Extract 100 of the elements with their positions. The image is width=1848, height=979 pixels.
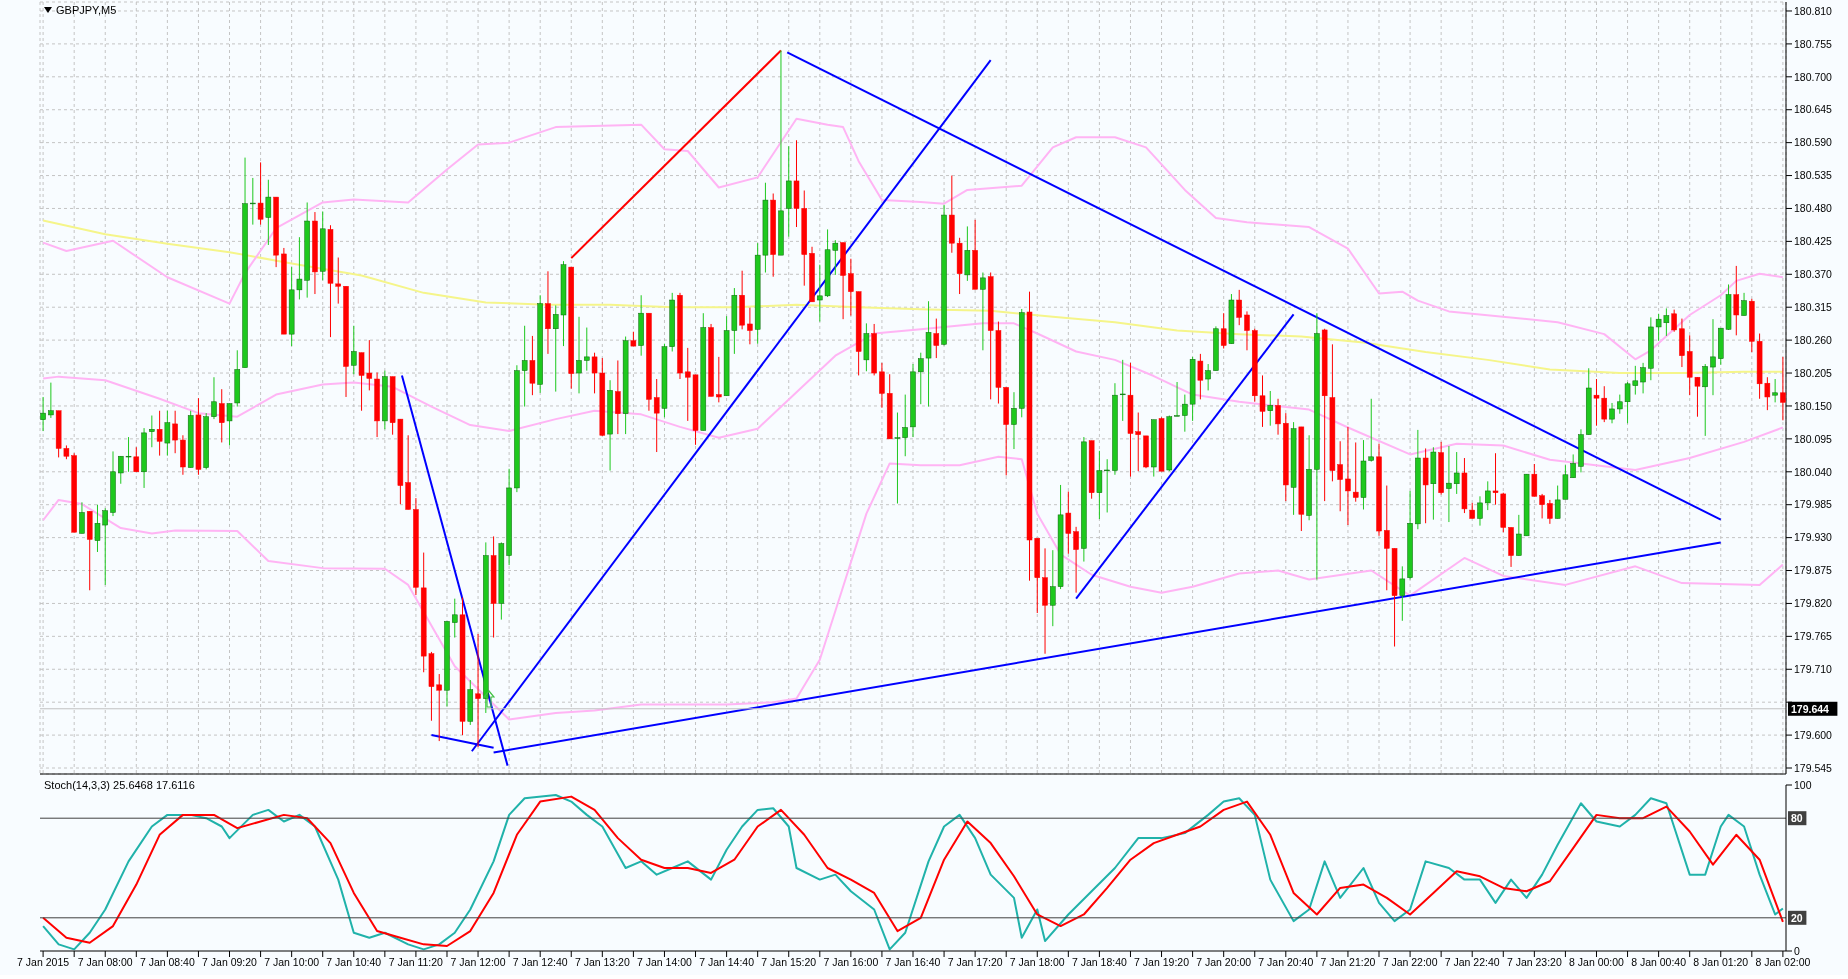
x-tick-label: 7 Jan 14:40: [699, 956, 755, 969]
candlestick: [521, 325, 528, 408]
candlestick: [1073, 526, 1079, 594]
y-tick-label: 180.370: [1794, 268, 1833, 281]
ref-line-label: 179.644: [1791, 702, 1830, 715]
candlestick: [79, 501, 85, 534]
candlestick: [1345, 426, 1351, 526]
candlestick: [1609, 402, 1615, 424]
x-tick-label: 8 Jan 01:20: [1693, 956, 1749, 969]
y-tick-label: 179.985: [1794, 498, 1833, 511]
x-tick-label: 8 Jan 00:00: [1569, 956, 1625, 969]
y-tick-label: 180.150: [1794, 399, 1833, 412]
x-tick-label: 7 Jan 21:20: [1320, 956, 1376, 969]
x-tick-label: 7 Jan 20:40: [1258, 956, 1314, 969]
y-tick-label: 180.645: [1794, 103, 1833, 116]
x-tick-label: 7 Jan 18:00: [1009, 956, 1065, 969]
line-series: [42, 322, 1784, 471]
candlestick: [1547, 499, 1553, 525]
y-tick-label: 179.710: [1794, 663, 1833, 675]
candlestick: [1197, 353, 1204, 400]
candlestick: [653, 378, 660, 453]
candlestick: [584, 327, 590, 372]
y-tick-label: 180.700: [1794, 70, 1833, 83]
y-tick-label: 179.765: [1794, 630, 1833, 643]
candlestick: [933, 318, 940, 359]
candlestick: [879, 362, 885, 409]
candlestick: [1780, 356, 1786, 421]
y-tick-label: 180.095: [1794, 432, 1833, 445]
candlestick: [1267, 390, 1274, 427]
x-tick-label: 7 Jan 19:20: [1134, 956, 1190, 969]
candlestick: [1492, 452, 1499, 506]
x-tick-label: 7 Jan 23:20: [1506, 956, 1562, 969]
x-tick-label: 7 Jan 08:00: [77, 956, 133, 969]
candlestick: [164, 410, 171, 457]
x-tick-label: 7 Jan 11:20: [388, 956, 444, 969]
x-tick-label: 7 Jan 2015: [17, 956, 70, 969]
candlestick: [576, 316, 582, 394]
candlestick: [1733, 265, 1740, 336]
y-tick-label: 180.315: [1794, 300, 1833, 313]
line-series: [42, 455, 1784, 721]
candlestick: [529, 335, 536, 396]
x-tick-label: 7 Jan 13:20: [574, 956, 630, 969]
candlestick: [1220, 312, 1227, 349]
x-tick-label: 7 Jan 17:20: [947, 956, 1003, 969]
y-tick-label: 100: [1794, 778, 1812, 791]
y-tick-label: 180.590: [1794, 136, 1833, 149]
x-tick-label: 7 Jan 08:40: [139, 956, 195, 969]
candlestick: [1174, 381, 1180, 417]
y-tick-label: 179.930: [1794, 531, 1833, 544]
candlestick: [172, 410, 178, 454]
y-tick-label: 180.535: [1794, 169, 1833, 182]
y-tick-label: 180.260: [1794, 333, 1833, 346]
candlestick: [1710, 318, 1716, 396]
y-tick-label: 0: [1794, 944, 1800, 957]
x-tick-label: 7 Jan 22:40: [1444, 956, 1500, 969]
ref-line-label: 20: [1791, 911, 1803, 924]
line-series: [42, 117, 1784, 361]
candlestick: [747, 307, 753, 345]
candlestick: [1671, 309, 1677, 333]
candlestick: [1477, 495, 1483, 527]
candlestick: [265, 179, 272, 246]
candlestick: [452, 598, 458, 639]
y-tick-label: 180.755: [1794, 37, 1833, 50]
candlestick: [133, 446, 140, 473]
candlestick: [1011, 391, 1017, 450]
chart-title: Stoch(14,3,3) 25.6468 17.6116: [44, 779, 195, 791]
x-tick-label: 7 Jan 12:00: [450, 956, 506, 969]
candlestick: [1119, 359, 1126, 422]
x-tick-label: 7 Jan 12:40: [512, 956, 568, 969]
candlestick: [1772, 378, 1778, 403]
candlestick: [211, 376, 217, 420]
candlestick: [716, 356, 722, 403]
y-tick-label: 179.545: [1794, 761, 1833, 774]
candlestick: [1236, 289, 1242, 326]
x-tick-label: 7 Jan 09:20: [202, 956, 258, 969]
y-tick-label: 180.480: [1794, 202, 1833, 215]
candlestick: [980, 272, 986, 351]
candlestick: [40, 396, 46, 432]
candlestick: [351, 325, 357, 375]
y-tick-label: 180.425: [1794, 235, 1833, 248]
y-tick-label: 179.820: [1794, 597, 1833, 610]
candlestick: [1065, 491, 1072, 555]
y-tick-label: 179.875: [1794, 564, 1833, 577]
x-tick-label: 7 Jan 16:00: [823, 956, 879, 969]
candlestick: [1453, 451, 1460, 495]
candlestick: [1275, 398, 1281, 436]
candlestick: [1446, 445, 1452, 523]
x-tick-label: 7 Jan 14:00: [637, 956, 693, 969]
candlestick: [219, 388, 225, 443]
candlestick: [475, 633, 481, 748]
x-tick-label: 7 Jan 20:00: [1196, 956, 1252, 969]
candlestick: [1640, 362, 1646, 394]
x-tick-label: 7 Jan 18:40: [1071, 956, 1127, 969]
chart-title: GBPJPY,M5: [56, 4, 117, 16]
x-tick-label: 7 Jan 16:40: [885, 956, 941, 969]
candlestick: [1352, 441, 1359, 503]
candlestick: [615, 359, 621, 435]
y-tick-label: 180.040: [1794, 465, 1833, 478]
candlestick: [156, 410, 163, 457]
x-tick-label: 8 Jan 02:00: [1755, 956, 1811, 969]
